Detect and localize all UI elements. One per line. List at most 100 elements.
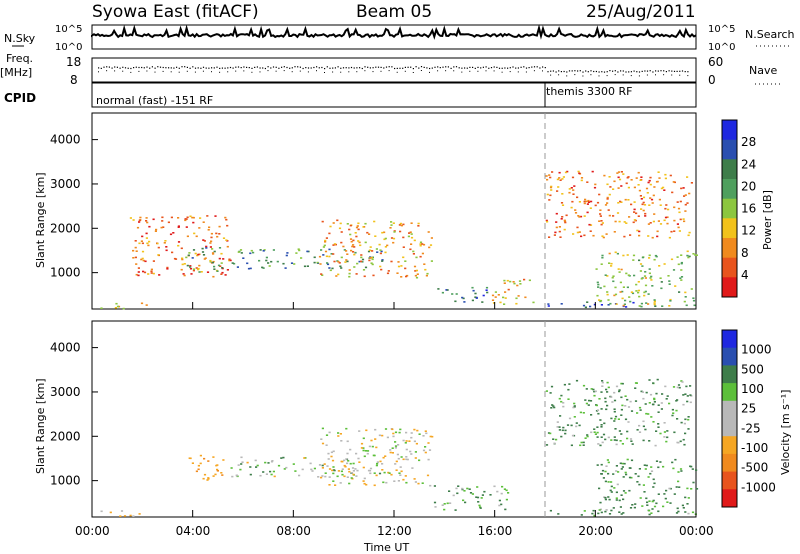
nave-dot [291,71,293,73]
echo-cell [162,226,165,228]
y-tick-label: 4000 [50,341,81,355]
echo-cell [547,432,551,434]
echo-cell [360,256,363,259]
echo-cell [326,263,330,266]
echo-cell [666,436,669,439]
echo-cell [375,248,378,250]
echo-cell [212,475,215,477]
echo-cell [100,307,103,309]
echo-cell [649,472,652,475]
echo-cell [369,256,372,258]
echo-cell [620,433,623,435]
echo-cell [646,504,649,506]
echo-cell [629,300,632,303]
echo-cell [355,226,359,229]
freq-dot [122,66,124,68]
echo-cell [321,467,324,469]
echo-cell [647,303,650,305]
echo-cell [415,276,419,279]
echo-cell [604,498,607,501]
freq-dot [488,67,490,69]
echo-cell [390,224,393,226]
echo-cell [585,402,588,405]
echo-cell [671,461,674,464]
echo-cell [343,464,346,467]
echo-cell [220,262,223,264]
echo-cell [231,475,234,478]
echo-cell [400,276,403,278]
freq-dot [655,70,657,72]
echo-cell [224,216,227,219]
freq-dot [509,67,511,69]
echo-cell [375,446,378,449]
echo-cell [605,408,608,411]
echo-cell [622,173,625,175]
colorbar-segment [722,365,737,384]
nave-dot [340,71,342,73]
echo-cell [613,487,616,489]
nave-dot [461,71,463,73]
echo-cell [191,462,194,464]
echo-cell [645,497,648,500]
echo-cell [349,448,352,451]
echo-cell [690,395,693,397]
echo-cell [600,436,603,438]
echo-cell [402,458,405,461]
freq-dot [345,67,347,69]
echo-cell [328,468,332,470]
echo-cell [383,471,386,474]
echo-cell [277,464,281,467]
echo-cell [136,226,140,229]
echo-cell [365,429,368,432]
echo-cell [599,508,602,511]
echo-cell [197,468,200,471]
echo-cell [679,218,682,221]
echo-cell [116,305,120,308]
echo-cell [675,512,679,514]
echo-cell [186,216,189,219]
echo-cell [620,513,623,515]
echo-cell [640,208,643,210]
echo-cell [561,204,565,206]
echo-cell [446,289,449,291]
echo-cell [690,182,693,184]
echo-cell [145,220,148,222]
echo-cell [362,480,365,482]
freq-dot [612,70,614,72]
echo-cell [374,235,377,237]
echo-cell [261,266,264,269]
freq-dot [232,67,234,69]
echo-cell [549,194,552,197]
echo-cell [358,241,361,244]
echo-cell [624,418,628,421]
echo-cell [653,303,656,306]
echo-cell [676,223,679,225]
echo-cell [328,248,331,251]
echo-cell [195,235,198,238]
freq-dot [474,67,476,69]
colorbar-segment [722,159,737,180]
echo-cell [631,292,635,295]
echo-cell [424,268,427,271]
echo-cell [269,470,272,473]
echo-cell [610,262,613,265]
echo-cell [479,506,482,508]
echo-cell [634,503,637,505]
echo-cell [559,236,562,238]
echo-cell [665,398,668,400]
echo-cell [272,249,275,251]
freq-dot [369,67,371,69]
echo-cell [599,501,602,504]
echo-cell [600,304,603,306]
echo-cell [392,222,395,224]
echo-cell [369,467,373,470]
echo-cell [545,390,548,392]
freq-dot [445,66,447,68]
echo-cell [578,216,581,218]
colorbar-segment [722,139,737,160]
freq-dot [480,67,482,69]
freq-dot [630,71,632,73]
echo-cell [661,393,664,395]
freq-dot [337,66,339,68]
